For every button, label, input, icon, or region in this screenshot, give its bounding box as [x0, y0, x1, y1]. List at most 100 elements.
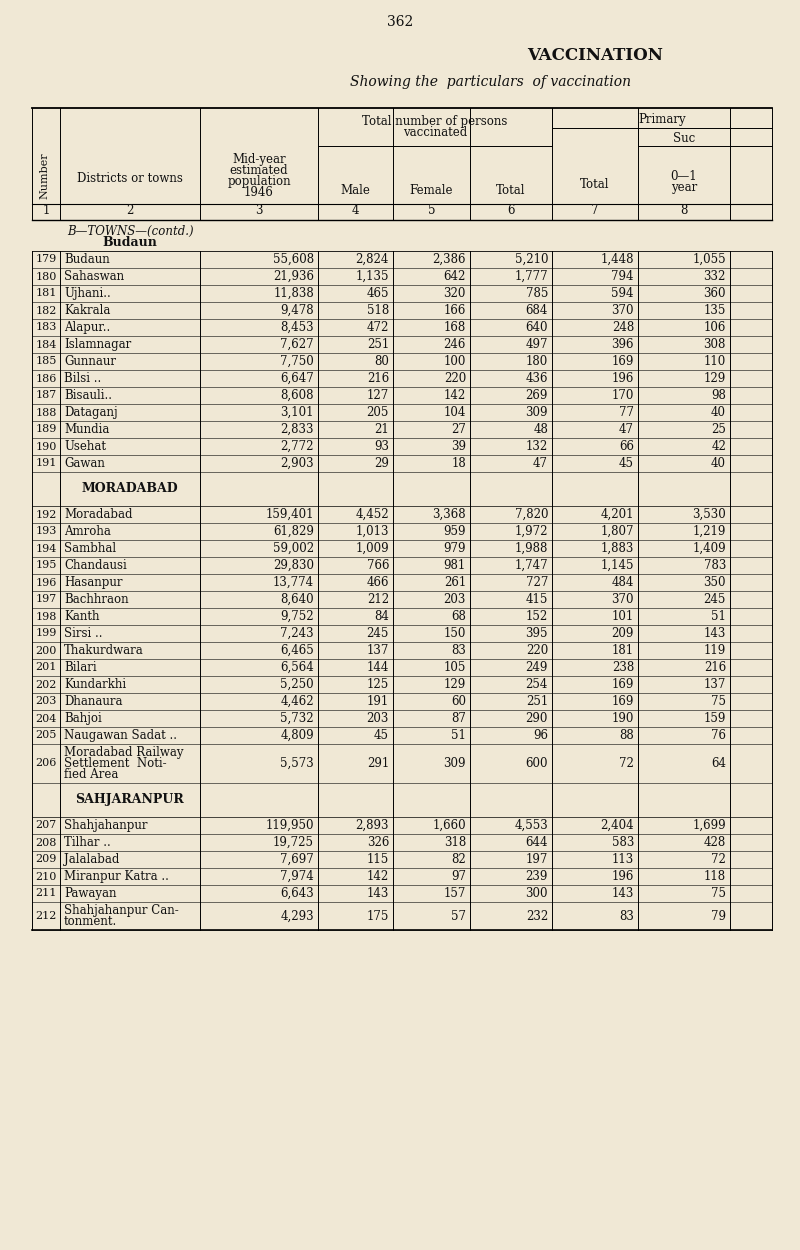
Text: 190: 190	[612, 712, 634, 725]
Text: 188: 188	[35, 408, 57, 418]
Text: Bachhraon: Bachhraon	[64, 592, 129, 606]
Text: 269: 269	[526, 389, 548, 402]
Text: 203: 203	[35, 696, 57, 706]
Text: 362: 362	[387, 15, 413, 29]
Text: 766: 766	[366, 559, 389, 572]
Text: 166: 166	[444, 304, 466, 318]
Text: 101: 101	[612, 610, 634, 622]
Text: 251: 251	[366, 338, 389, 351]
Text: 51: 51	[711, 610, 726, 622]
Text: Primary: Primary	[638, 112, 686, 125]
Text: 7,697: 7,697	[280, 853, 314, 866]
Text: Total: Total	[580, 177, 610, 190]
Text: Budaun: Budaun	[64, 253, 110, 266]
Text: 212: 212	[367, 592, 389, 606]
Text: 1,699: 1,699	[692, 819, 726, 832]
Text: 7,974: 7,974	[280, 870, 314, 882]
Text: 594: 594	[611, 288, 634, 300]
Text: 959: 959	[443, 525, 466, 538]
Text: 583: 583	[612, 836, 634, 849]
Text: Gunnaur: Gunnaur	[64, 355, 116, 367]
Text: Shahjahanpur: Shahjahanpur	[64, 819, 147, 832]
Text: Jalalabad: Jalalabad	[64, 853, 119, 866]
Text: 190: 190	[35, 441, 57, 451]
Text: 180: 180	[35, 271, 57, 281]
Text: 1,145: 1,145	[601, 559, 634, 572]
Text: 300: 300	[526, 888, 548, 900]
Text: 195: 195	[35, 560, 57, 570]
Text: 82: 82	[451, 853, 466, 866]
Text: Districts or towns: Districts or towns	[77, 171, 183, 185]
Text: 83: 83	[619, 910, 634, 922]
Text: 192: 192	[35, 510, 57, 520]
Text: 7,820: 7,820	[514, 508, 548, 521]
Text: 436: 436	[526, 372, 548, 385]
Text: 93: 93	[374, 440, 389, 452]
Text: Miranpur Katra ..: Miranpur Katra ..	[64, 870, 169, 882]
Text: 291: 291	[366, 758, 389, 770]
Text: 184: 184	[35, 340, 57, 350]
Text: 212: 212	[35, 911, 57, 921]
Text: 4,293: 4,293	[280, 910, 314, 922]
Text: 794: 794	[611, 270, 634, 282]
Text: Number: Number	[39, 152, 49, 199]
Text: 159: 159	[704, 712, 726, 725]
Text: Total number of persons: Total number of persons	[362, 115, 508, 128]
Text: 5,732: 5,732	[280, 712, 314, 725]
Text: 209: 209	[612, 628, 634, 640]
Text: 196: 196	[35, 578, 57, 587]
Text: 203: 203	[366, 712, 389, 725]
Text: 466: 466	[366, 576, 389, 589]
Text: 318: 318	[444, 836, 466, 849]
Text: 135: 135	[704, 304, 726, 318]
Text: 180: 180	[526, 355, 548, 367]
Text: 220: 220	[526, 644, 548, 658]
Text: Female: Female	[410, 185, 454, 198]
Text: 7,243: 7,243	[280, 628, 314, 640]
Text: 105: 105	[444, 661, 466, 674]
Text: 75: 75	[711, 888, 726, 900]
Text: 29,830: 29,830	[273, 559, 314, 572]
Text: 113: 113	[612, 853, 634, 866]
Text: 206: 206	[35, 759, 57, 769]
Text: 186: 186	[35, 374, 57, 384]
Text: 4,462: 4,462	[280, 695, 314, 708]
Text: 7,627: 7,627	[280, 338, 314, 351]
Text: 143: 143	[612, 888, 634, 900]
Text: Bahjoi: Bahjoi	[64, 712, 102, 725]
Text: Sambhal: Sambhal	[64, 542, 116, 555]
Text: 5: 5	[428, 205, 435, 217]
Text: 209: 209	[35, 855, 57, 865]
Text: fied Area: fied Area	[64, 768, 118, 781]
Text: 785: 785	[526, 288, 548, 300]
Text: 11,838: 11,838	[274, 288, 314, 300]
Text: Dataganj: Dataganj	[64, 406, 118, 419]
Text: Thakurdwara: Thakurdwara	[64, 644, 144, 658]
Text: 1,448: 1,448	[601, 253, 634, 266]
Text: 518: 518	[366, 304, 389, 318]
Text: 200: 200	[35, 645, 57, 655]
Text: Pawayan: Pawayan	[64, 888, 117, 900]
Text: 1,135: 1,135	[355, 270, 389, 282]
Text: 5,250: 5,250	[280, 678, 314, 691]
Text: 115: 115	[366, 853, 389, 866]
Text: 246: 246	[444, 338, 466, 351]
Text: 6,465: 6,465	[280, 644, 314, 658]
Text: 238: 238	[612, 661, 634, 674]
Text: 189: 189	[35, 425, 57, 435]
Text: year: year	[671, 180, 697, 194]
Text: 2,824: 2,824	[356, 253, 389, 266]
Text: 4,201: 4,201	[601, 508, 634, 521]
Text: Moradabad: Moradabad	[64, 508, 133, 521]
Text: 25: 25	[711, 422, 726, 436]
Text: 251: 251	[526, 695, 548, 708]
Text: 642: 642	[444, 270, 466, 282]
Text: 309: 309	[443, 758, 466, 770]
Text: 640: 640	[526, 321, 548, 334]
Text: 4,553: 4,553	[514, 819, 548, 832]
Text: 137: 137	[366, 644, 389, 658]
Text: 96: 96	[533, 729, 548, 742]
Text: 182: 182	[35, 305, 57, 315]
Text: 143: 143	[366, 888, 389, 900]
Text: 1,807: 1,807	[601, 525, 634, 538]
